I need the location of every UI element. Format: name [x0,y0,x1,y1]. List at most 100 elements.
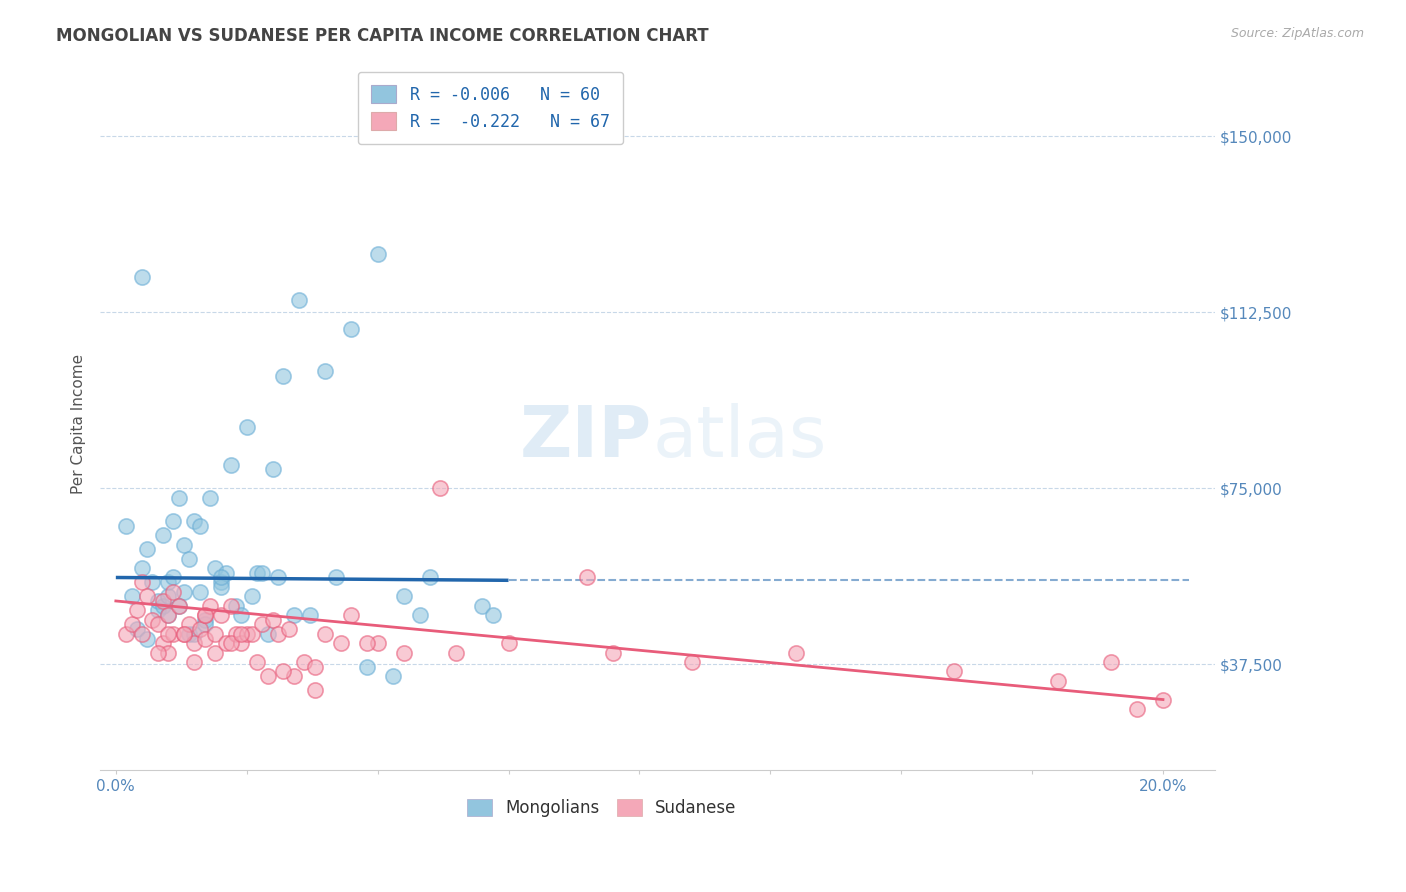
Point [183,636,205,650]
Point [167,599,190,613]
Point [194,613,217,627]
Point [314,627,336,641]
Point [157,589,180,603]
Point [204,627,226,641]
Point [194,617,217,632]
Y-axis label: Per Capita Income: Per Capita Income [72,353,86,494]
Point [194,608,217,623]
Point [188,519,211,533]
Point [262,613,284,627]
Point [157,608,180,623]
Point [314,364,336,378]
Point [198,599,221,613]
Point [115,627,138,641]
Point [157,627,180,641]
Point [367,246,389,260]
Point [288,293,311,308]
Point [194,608,217,623]
Point [246,655,269,669]
Point [121,589,143,603]
Point [256,669,278,683]
Point [340,321,363,335]
Point [262,462,284,476]
Point [179,627,201,641]
Point [157,646,180,660]
Point [204,646,226,660]
Point [292,655,315,669]
Point [392,589,415,603]
Point [131,270,153,285]
Point [256,627,278,641]
Point [225,599,247,613]
Point [225,627,247,641]
Point [367,636,389,650]
Point [231,608,253,623]
Point [235,627,257,641]
Point [219,599,242,613]
Point [125,622,148,636]
Point [304,659,326,673]
Point [146,603,169,617]
Point [215,636,238,650]
Point [209,608,232,623]
Point [183,627,205,641]
Point [167,491,190,505]
Point [231,627,253,641]
Point [115,519,138,533]
Point [283,669,305,683]
Point [215,566,238,580]
Point [152,594,174,608]
Point [392,646,415,660]
Point [1152,692,1174,706]
Point [157,608,180,623]
Point [444,646,467,660]
Point [283,608,305,623]
Point [136,632,159,646]
Point [209,580,232,594]
Point [498,636,520,650]
Point [408,608,430,623]
Point [942,665,965,679]
Point [183,655,205,669]
Point [173,584,195,599]
Point [356,636,378,650]
Point [576,570,599,584]
Point [219,458,242,472]
Text: atlas: atlas [652,403,827,472]
Point [252,617,274,632]
Point [183,514,205,528]
Point [252,566,274,580]
Point [146,646,169,660]
Point [146,617,169,632]
Point [167,599,190,613]
Point [235,420,257,434]
Point [681,655,703,669]
Point [121,617,143,632]
Text: Source: ZipAtlas.com: Source: ZipAtlas.com [1230,27,1364,40]
Point [219,636,242,650]
Point [188,622,211,636]
Point [136,589,159,603]
Point [136,542,159,557]
Point [162,570,184,584]
Point [1126,702,1149,716]
Point [1047,673,1070,688]
Point [482,608,505,623]
Point [1099,655,1122,669]
Point [198,491,221,505]
Point [277,622,299,636]
Point [382,669,405,683]
Point [340,608,363,623]
Point [152,599,174,613]
Point [204,561,226,575]
Point [162,627,184,641]
Point [173,538,195,552]
Point [188,584,211,599]
Point [152,636,174,650]
Point [325,570,347,584]
Point [273,665,295,679]
Point [356,659,378,673]
Point [304,683,326,698]
Text: ZIP: ZIP [520,403,652,472]
Point [246,566,269,580]
